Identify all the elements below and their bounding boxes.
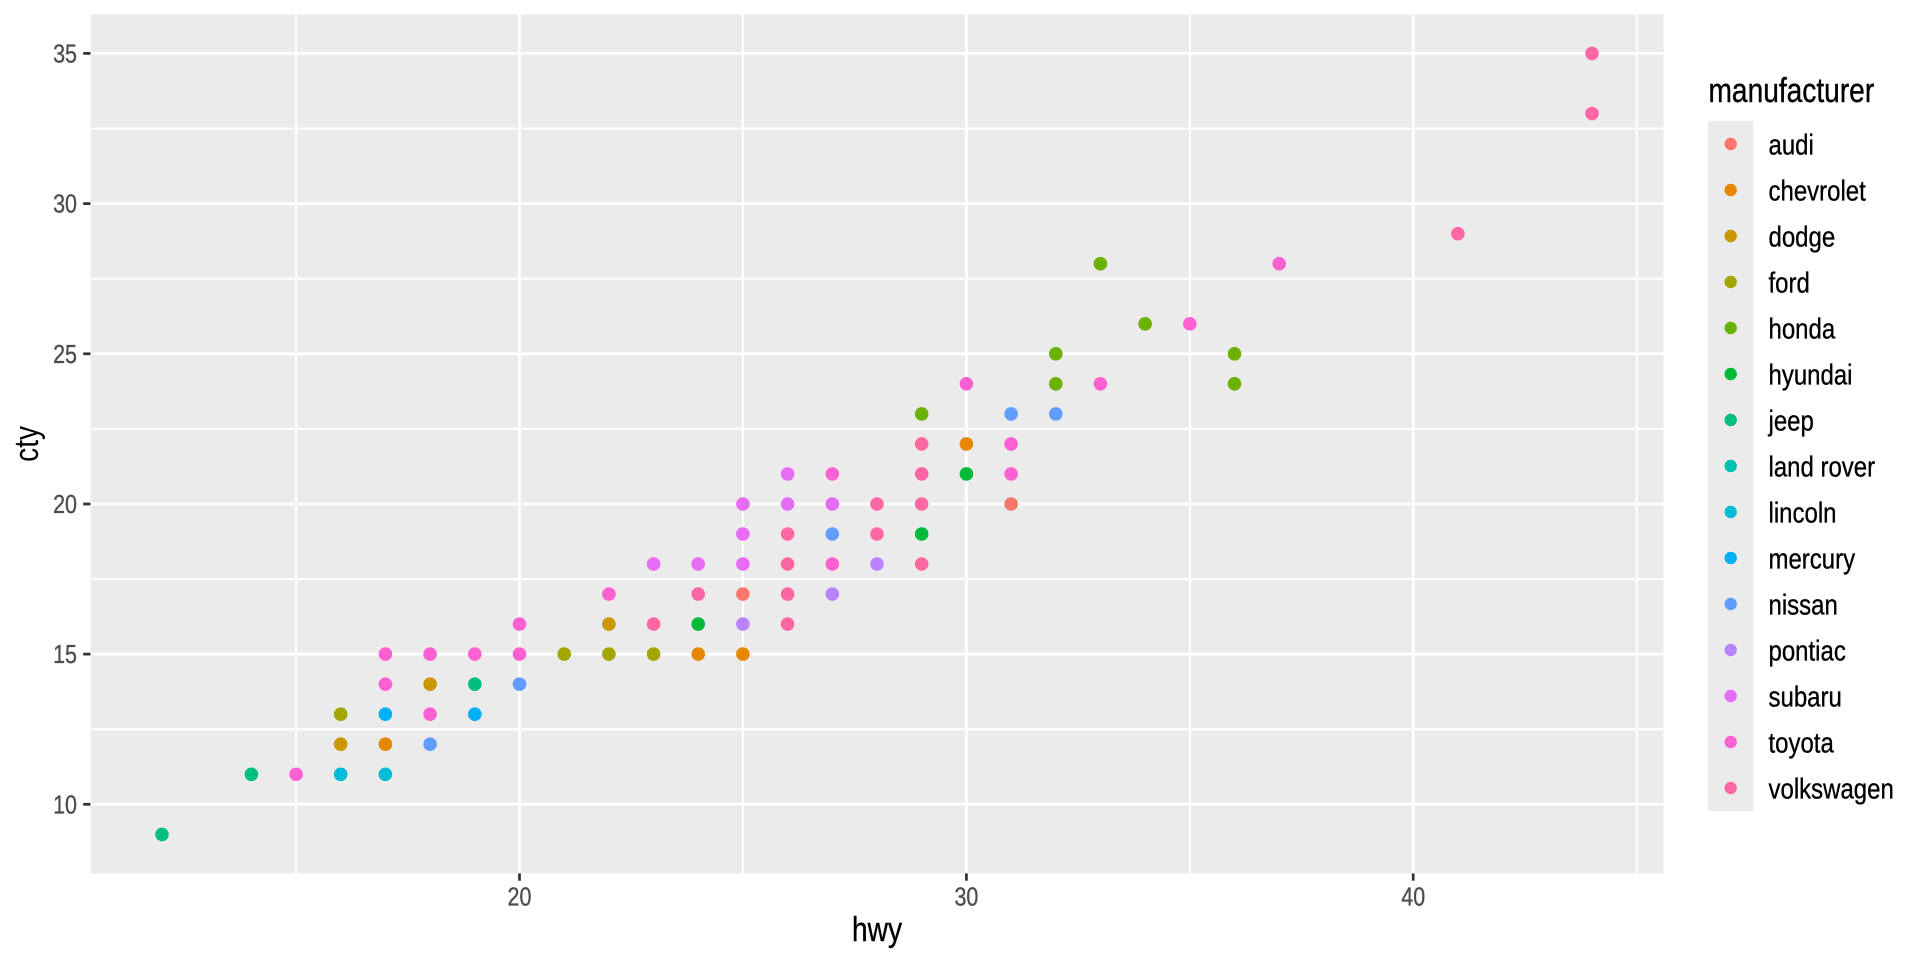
svg-text:hwy: hwy xyxy=(852,911,902,949)
svg-text:pontiac: pontiac xyxy=(1769,636,1846,668)
svg-text:nissan: nissan xyxy=(1769,590,1838,622)
svg-text:35: 35 xyxy=(53,38,77,68)
svg-text:audi: audi xyxy=(1769,130,1814,162)
svg-text:dodge: dodge xyxy=(1769,222,1836,254)
svg-text:jeep: jeep xyxy=(1768,406,1814,438)
svg-text:10: 10 xyxy=(53,789,77,819)
svg-text:toyota: toyota xyxy=(1769,728,1835,760)
svg-text:mercury: mercury xyxy=(1769,544,1856,576)
svg-text:30: 30 xyxy=(53,189,77,219)
svg-text:manufacturer: manufacturer xyxy=(1709,72,1875,110)
svg-text:hyundai: hyundai xyxy=(1769,360,1853,392)
svg-text:15: 15 xyxy=(53,639,77,669)
svg-text:ford: ford xyxy=(1769,268,1810,300)
svg-text:volkswagen: volkswagen xyxy=(1769,774,1894,806)
svg-text:subaru: subaru xyxy=(1769,682,1842,714)
svg-text:30: 30 xyxy=(954,882,978,912)
svg-text:40: 40 xyxy=(1401,882,1425,912)
svg-text:20: 20 xyxy=(508,882,532,912)
svg-text:land rover: land rover xyxy=(1769,452,1876,484)
svg-text:chevrolet: chevrolet xyxy=(1769,176,1866,208)
svg-text:20: 20 xyxy=(53,489,77,519)
svg-text:cty: cty xyxy=(8,426,46,462)
svg-text:lincoln: lincoln xyxy=(1769,498,1837,530)
svg-text:honda: honda xyxy=(1769,314,1836,346)
svg-text:25: 25 xyxy=(53,339,77,369)
